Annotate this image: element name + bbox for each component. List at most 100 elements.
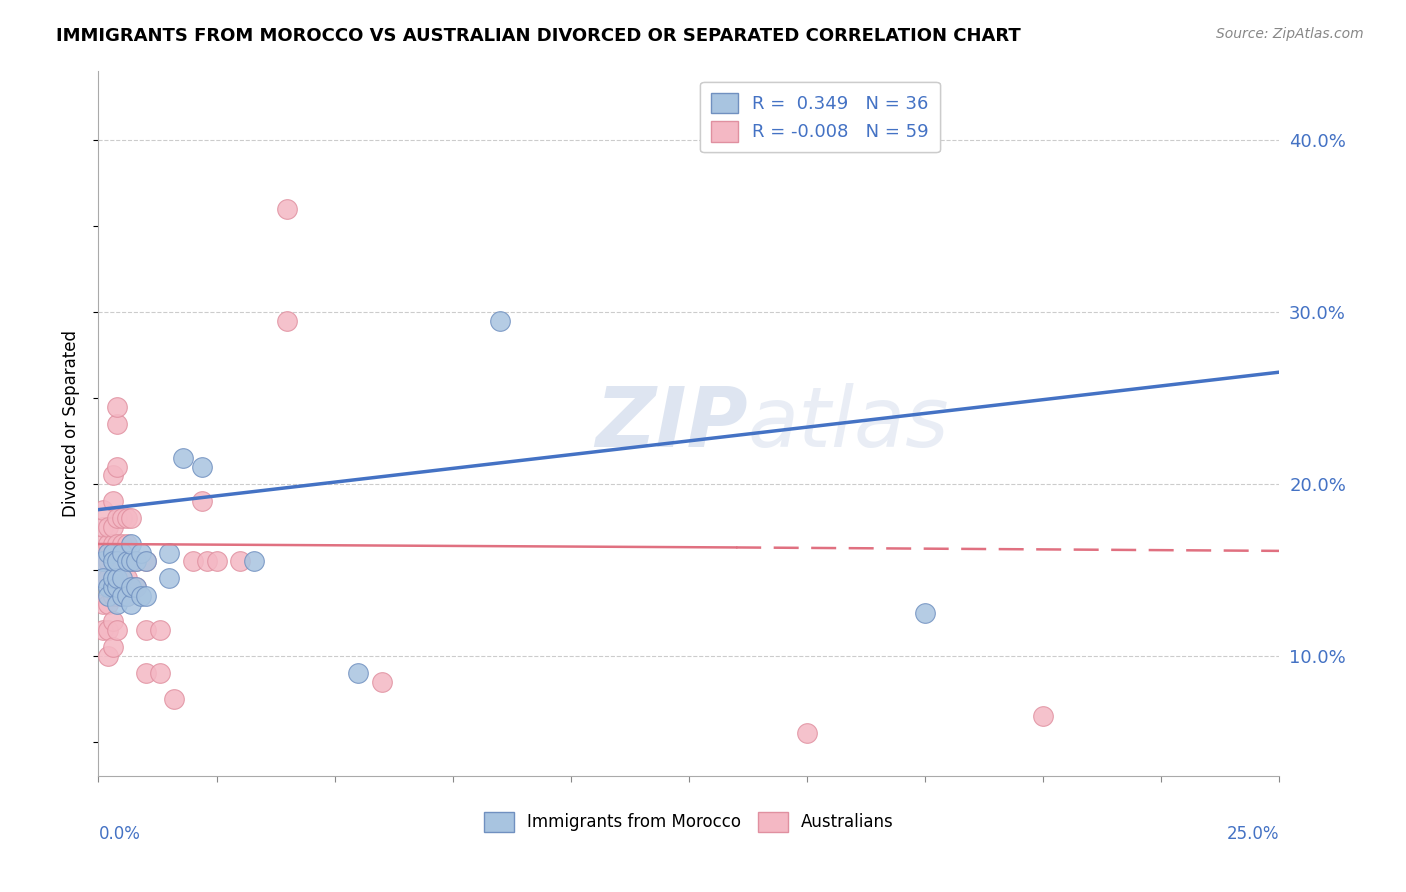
Point (191, 459, 214, 474)
Point (97, 623, 120, 637)
Point (111, 589, 134, 603)
Point (101, 589, 124, 603)
Point (121, 554, 143, 568)
Point (105, 537, 128, 551)
Point (191, 494, 214, 508)
Text: Source: ZipAtlas.com: Source: ZipAtlas.com (1216, 27, 1364, 41)
Point (135, 665, 157, 680)
Point (276, 202, 298, 216)
Point (97, 589, 120, 603)
Point (347, 665, 370, 680)
Point (91, 554, 114, 568)
Point (163, 691, 186, 706)
Point (135, 589, 157, 603)
Text: 25.0%: 25.0% (1227, 825, 1279, 843)
Point (97, 554, 120, 568)
Point (489, 313, 512, 327)
Point (91, 571, 114, 585)
Point (111, 511, 134, 525)
Point (101, 580, 124, 594)
Point (157, 571, 180, 585)
Point (914, 606, 936, 620)
Point (111, 589, 134, 603)
Text: ZIP: ZIP (595, 384, 748, 464)
Point (101, 520, 124, 534)
Point (97, 571, 120, 585)
Point (97, 648, 120, 663)
Point (115, 554, 138, 568)
Point (115, 537, 138, 551)
Point (105, 554, 128, 568)
Point (105, 580, 128, 594)
Point (91, 554, 114, 568)
Point (97, 537, 120, 551)
Text: atlas: atlas (748, 384, 949, 464)
Point (115, 589, 138, 603)
Point (125, 554, 148, 568)
Point (129, 546, 152, 560)
Point (91, 537, 114, 551)
Point (121, 597, 143, 611)
Point (125, 554, 148, 568)
Point (149, 665, 172, 680)
Point (101, 554, 124, 568)
Point (101, 546, 124, 560)
Point (121, 537, 143, 551)
Text: 0.0%: 0.0% (98, 825, 141, 843)
Point (105, 571, 128, 585)
Point (91, 571, 114, 585)
Point (101, 537, 124, 551)
Text: IMMIGRANTS FROM MOROCCO VS AUSTRALIAN DIVORCED OR SEPARATED CORRELATION CHART: IMMIGRANTS FROM MOROCCO VS AUSTRALIAN DI… (56, 27, 1021, 45)
Point (105, 623, 128, 637)
Point (101, 571, 124, 585)
Point (97, 597, 120, 611)
Point (125, 580, 148, 594)
Point (101, 640, 124, 654)
Point (105, 511, 128, 525)
Point (91, 623, 114, 637)
Point (371, 674, 394, 689)
Point (121, 554, 143, 568)
Point (276, 313, 298, 327)
Point (111, 546, 134, 560)
Point (205, 554, 228, 568)
Point (243, 554, 266, 568)
Point (129, 589, 152, 603)
Point (229, 554, 252, 568)
Point (157, 546, 180, 560)
Point (97, 546, 120, 560)
Point (121, 511, 143, 525)
Point (115, 571, 138, 585)
Point (97, 580, 120, 594)
Point (181, 554, 204, 568)
Point (101, 615, 124, 629)
Point (1032, 709, 1054, 723)
Point (796, 726, 818, 740)
Point (135, 623, 157, 637)
Point (105, 400, 128, 414)
Legend: R =  0.349   N = 36, R = -0.008   N = 59: R = 0.349 N = 36, R = -0.008 N = 59 (700, 82, 939, 153)
Y-axis label: Divorced or Separated: Divorced or Separated (62, 330, 80, 517)
Point (105, 589, 128, 603)
Point (121, 580, 143, 594)
Point (97, 520, 120, 534)
Point (101, 554, 124, 568)
Point (91, 597, 114, 611)
Point (105, 417, 128, 431)
Point (111, 537, 134, 551)
Point (105, 554, 128, 568)
Point (101, 494, 124, 508)
Point (115, 589, 138, 603)
Point (111, 554, 134, 568)
Point (172, 451, 194, 466)
Point (125, 580, 148, 594)
Point (105, 459, 128, 474)
Point (121, 580, 143, 594)
Point (91, 502, 114, 516)
Point (111, 571, 134, 585)
Point (149, 623, 172, 637)
Point (115, 511, 138, 525)
Point (135, 554, 157, 568)
Point (195, 554, 218, 568)
Point (101, 468, 124, 483)
